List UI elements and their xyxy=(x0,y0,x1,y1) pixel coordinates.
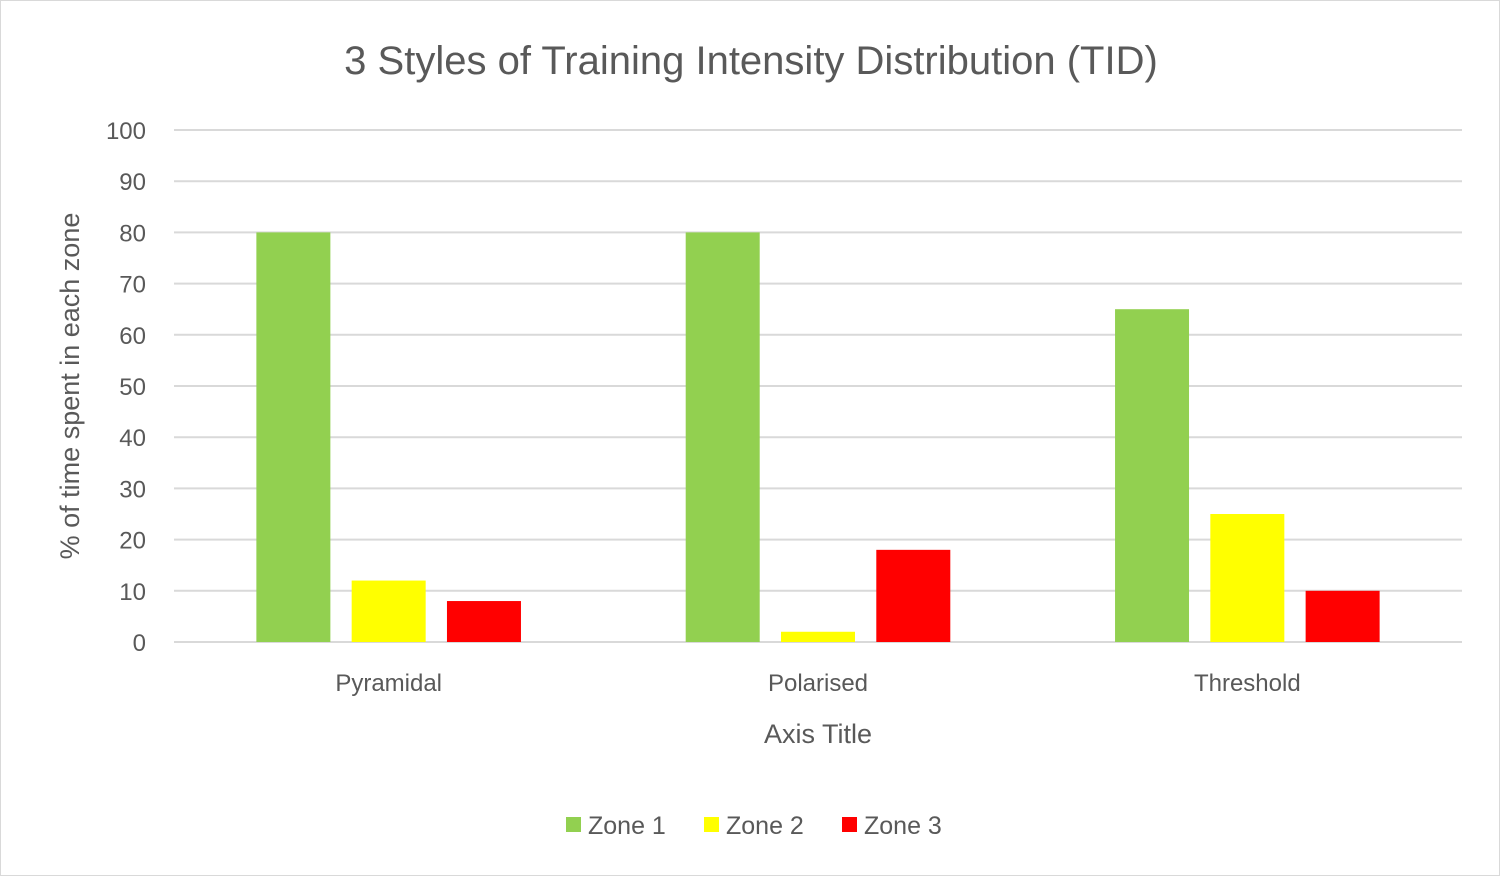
legend: Zone 1 Zone 2 Zone 3 xyxy=(566,812,942,840)
bar-zone-2-pyramidal xyxy=(351,580,426,642)
y-tick-label: 40 xyxy=(119,425,146,452)
bar-zone-3-polarised xyxy=(876,549,951,642)
bar-zone-1-threshold xyxy=(1115,309,1190,642)
y-axis-title: % of time spent in each zone xyxy=(55,213,85,560)
bar-zone-3-pyramidal xyxy=(446,601,521,642)
y-tick-label: 20 xyxy=(119,528,146,555)
y-tick-label: 60 xyxy=(119,323,146,350)
bar-zone-2-threshold xyxy=(1210,514,1285,642)
y-tick-label: 10 xyxy=(119,579,146,606)
legend-swatch-zone-3 xyxy=(842,817,857,832)
legend-label-zone-2: Zone 2 xyxy=(726,812,804,840)
y-tick-label: 100 xyxy=(106,118,146,145)
x-tick-label: Threshold xyxy=(1194,670,1301,697)
y-tick-label: 90 xyxy=(119,169,146,196)
bar-zone-1-pyramidal xyxy=(256,232,331,642)
x-axis-title: Axis Title xyxy=(764,719,872,749)
bar-zone-1-polarised xyxy=(685,232,760,642)
y-tick-label: 0 xyxy=(133,630,146,657)
y-axis-ticks: 0 10 20 30 40 50 60 70 80 90 100 xyxy=(106,118,146,657)
legend-swatch-zone-1 xyxy=(566,817,581,832)
x-tick-label: Polarised xyxy=(768,670,868,697)
x-axis-ticks: Pyramidal Polarised Threshold xyxy=(335,670,1300,697)
legend-label-zone-1: Zone 1 xyxy=(588,812,666,840)
y-tick-label: 30 xyxy=(119,476,146,503)
x-tick-label: Pyramidal xyxy=(335,670,442,697)
y-tick-label: 50 xyxy=(119,374,146,401)
legend-swatch-zone-2 xyxy=(704,817,719,832)
chart-title: 3 Styles of Training Intensity Distribut… xyxy=(344,39,1158,83)
legend-label-zone-3: Zone 3 xyxy=(864,812,942,840)
y-tick-label: 80 xyxy=(119,220,146,247)
bar-zone-2-polarised xyxy=(781,631,855,642)
y-tick-label: 70 xyxy=(119,272,146,299)
bar-zone-3-threshold xyxy=(1305,590,1380,642)
bars xyxy=(256,232,1380,642)
